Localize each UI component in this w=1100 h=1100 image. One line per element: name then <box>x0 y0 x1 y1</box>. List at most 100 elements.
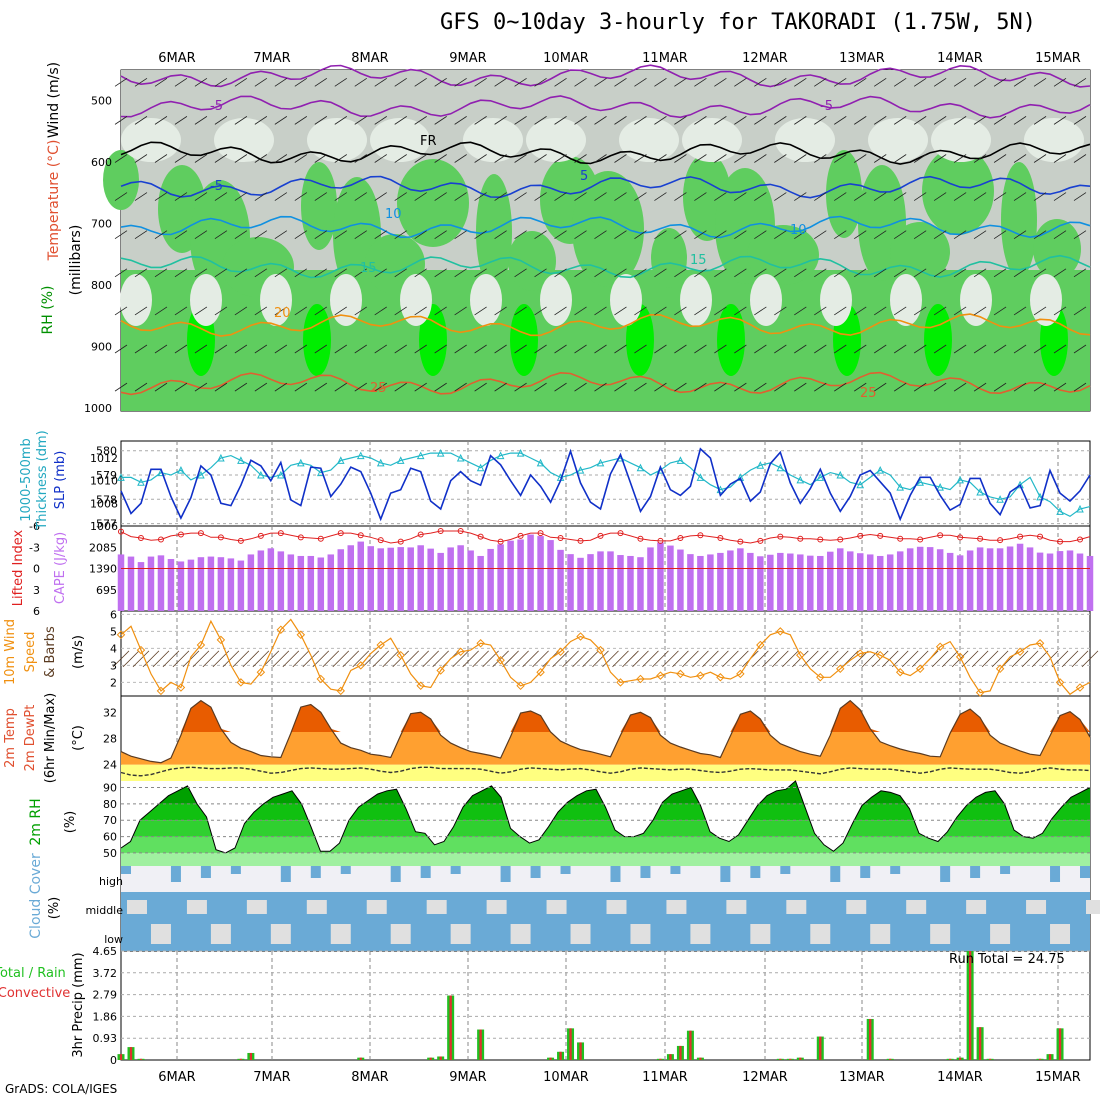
wind-barb <box>634 344 647 354</box>
wind-barb <box>334 154 347 163</box>
wind-barb <box>774 77 787 87</box>
cape-bar <box>257 550 265 611</box>
cloud-mid-gap <box>606 900 627 914</box>
wind-barb <box>474 382 487 392</box>
cape-bar <box>557 549 564 611</box>
wind-barb <box>134 154 148 163</box>
wind-barb <box>814 344 827 354</box>
wind-barb <box>774 116 787 125</box>
wind-barb-10m <box>302 650 320 668</box>
cape-bar <box>447 547 454 611</box>
cloud-axis-label: Cloud Cover <box>28 853 44 939</box>
wind-barb <box>834 154 847 163</box>
wind10-axis-label: 10m Wind <box>3 619 18 685</box>
wind-barb <box>254 116 268 125</box>
cloud-high-bar <box>890 866 901 874</box>
wind-barb <box>834 268 847 278</box>
cape-bar <box>787 553 794 611</box>
contour-label: 10 <box>790 223 807 238</box>
wind-barb <box>1053 192 1067 201</box>
wind-speed-marker <box>476 639 485 648</box>
wind-speed-marker <box>176 683 186 692</box>
credit-label: GrADS: COLA/IGES <box>5 1082 118 1096</box>
temperature-contour-25 <box>120 371 1091 396</box>
lifted-marker <box>877 532 884 539</box>
cloud-high-bar <box>610 866 621 882</box>
wind-speed-marker <box>336 686 346 696</box>
cape-bar <box>737 548 744 611</box>
wind-barb <box>134 306 148 316</box>
wind-barb <box>374 268 387 278</box>
cape-bar <box>497 544 504 611</box>
wind-barb-10m <box>722 650 739 668</box>
wind-barb <box>554 230 567 240</box>
wind-barb <box>854 154 867 163</box>
wind-barb <box>594 268 607 278</box>
wind-barb-10m <box>572 650 589 668</box>
wind-barb <box>734 344 747 354</box>
wind-barb <box>214 154 228 163</box>
wind-speed-marker <box>1015 647 1025 657</box>
cape-bar <box>517 539 524 611</box>
wind-barb <box>694 154 707 163</box>
wind-barb <box>494 344 507 354</box>
cloud-low-gap <box>510 924 531 944</box>
wind-barb <box>634 154 647 163</box>
wind-barb <box>174 306 188 316</box>
wind-barb <box>414 116 427 125</box>
wind-barb-10m <box>592 650 609 668</box>
wind-barb <box>314 306 328 316</box>
cape-bar <box>966 550 974 611</box>
wind-speed-marker <box>416 681 425 691</box>
cape-bar <box>547 540 554 611</box>
wind-barb <box>674 382 687 392</box>
cape-tick: 2085 <box>89 541 117 554</box>
wind-barb <box>154 306 168 316</box>
wind-barb <box>754 306 767 316</box>
slp-tick: 1008 <box>90 497 118 510</box>
precip-convective-bar <box>549 1057 552 1060</box>
thickness-line <box>121 452 1091 517</box>
wind-barb <box>1013 344 1027 354</box>
wind-barb-10m <box>831 650 849 668</box>
contour-label: 20 <box>274 306 291 321</box>
wind-barb <box>234 154 248 163</box>
wind-barb-10m <box>802 650 819 668</box>
wind-barb <box>814 382 827 392</box>
wind-barb-10m <box>931 650 949 668</box>
wind-speed-marker <box>816 673 825 682</box>
wind-barb <box>1053 306 1067 316</box>
wind-barb <box>394 154 407 163</box>
cloud-mid-gap <box>246 900 267 914</box>
wind-barb <box>1073 306 1087 316</box>
rh-blob <box>890 222 950 282</box>
wind-speed-marker <box>716 673 725 682</box>
thickness-tick: 578 <box>96 493 117 506</box>
cape-bar <box>1086 555 1094 611</box>
rh-blob-light <box>619 118 679 162</box>
wind-barb-10m <box>122 650 140 668</box>
wind-barb <box>774 192 787 201</box>
wind-barb <box>913 344 927 354</box>
wind-barb-10m <box>362 650 380 668</box>
wind-barb <box>274 77 288 87</box>
wind-barb <box>1033 268 1047 278</box>
precip-convective-bar <box>139 1058 143 1060</box>
wind-barb <box>394 268 407 278</box>
wind-axis-label: Wind (m/s) <box>46 62 62 138</box>
wind-barb <box>1073 192 1087 201</box>
wind-barb <box>534 268 547 278</box>
wind-barb <box>953 382 967 392</box>
wind-barb-10m <box>1061 650 1079 668</box>
wind-barb <box>754 344 767 354</box>
wind-barb <box>614 230 627 240</box>
wind-barb <box>854 306 867 316</box>
cloud-tick: high <box>99 875 123 888</box>
cape-bar <box>177 561 185 611</box>
wind-barb <box>154 77 168 87</box>
cape-bar <box>1026 547 1034 611</box>
wind-barb-10m <box>851 650 869 668</box>
wind-barb <box>314 154 328 163</box>
wind-barb-10m <box>202 650 220 668</box>
wind-barb <box>1033 154 1047 163</box>
